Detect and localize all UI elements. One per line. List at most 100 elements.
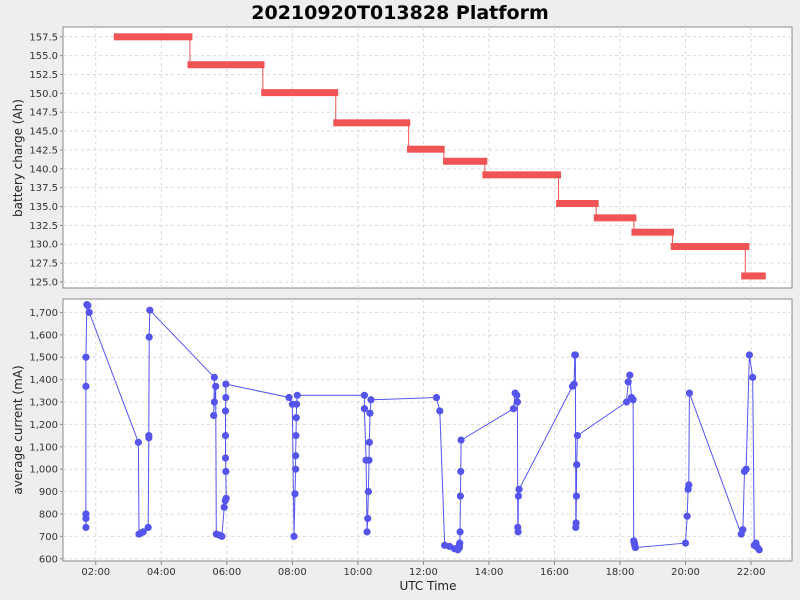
charge-y-tick-label: 137.5 [29,183,58,194]
current-data-point [292,431,300,440]
charge-y-tick-label: 130.0 [29,240,58,251]
current-data-point [210,398,218,406]
current-data-point [629,396,637,404]
time-x-tick-label: 04:00 [147,567,176,578]
charge-step-bar [333,119,411,127]
current-y-tick-label: 1,000 [29,465,58,476]
current-data-point [515,485,523,493]
average-current-plot-area [62,298,793,562]
current-data-point [221,454,230,462]
current-data-point [457,467,465,476]
battery-charge-grid [63,27,792,288]
current-data-point [367,396,375,404]
time-x-tick-label: 16:00 [540,567,569,578]
charge-y-tick-label: 135.0 [29,202,58,213]
charge-step-bar [670,243,750,251]
current-data-point [82,510,90,518]
charge-step-bar [741,272,766,280]
current-data-point [292,452,300,460]
charge-step-bar [593,214,637,222]
current-data-point [210,373,218,381]
current-data-point [291,490,299,498]
current-y-tick-label: 700 [39,532,58,543]
current-data-point [221,407,230,415]
current-data-point [222,467,230,476]
charge-y-tick-label: 132.5 [29,221,58,232]
current-data-point [364,487,372,496]
time-x-tick-label: 02:00 [81,567,110,578]
battery-charge-y-label: battery charge (Ah) [11,99,25,217]
current-data-point [573,431,581,440]
current-data-point [292,465,300,473]
current-data-point [514,528,522,536]
current-data-point [134,438,142,446]
current-data-point [755,546,763,554]
current-data-point [626,371,634,379]
current-data-point [457,436,465,444]
current-data-point [624,378,632,386]
current-data-point [220,503,228,511]
charge-y-tick-label: 147.5 [29,108,58,119]
battery-charge-series [113,33,766,280]
charge-y-tick-label: 150.0 [29,89,58,100]
current-data-point [364,514,372,523]
current-data-point [293,400,301,408]
current-data-point [212,382,220,390]
current-data-point [570,380,578,388]
current-y-tick-label: 1,500 [29,353,58,364]
time-x-tick-label: 18:00 [606,567,635,578]
average-current-y-label: average current (mA) [11,365,25,494]
current-data-point [366,409,374,417]
current-data-point [360,405,369,413]
average-current-series [82,300,763,554]
current-data-point [210,411,218,420]
current-y-tick-label: 1,200 [29,420,58,431]
current-data-point [360,391,369,399]
battery-charge-panel: 125.0 127.5 130.0 132.5 135.0 137.5 140.0 142.5… [11,26,793,289]
charge-y-tick-label: 140.0 [29,164,58,175]
current-data-point [293,391,301,399]
current-data-point [685,389,694,397]
current-y-tick-label: 1,400 [29,375,58,386]
charge-step-bar [556,200,599,208]
time-x-label: UTC Time [400,579,457,593]
current-data-point [82,523,90,532]
current-data-point [631,543,639,552]
time-x-tick-label: 22:00 [737,567,766,578]
current-data-point [432,393,441,402]
current-data-point [513,391,521,399]
current-data-point [221,431,230,440]
chart-title: 20210920T013828 Platform [251,2,549,24]
current-data-point [84,302,92,310]
current-data-point [514,492,523,500]
current-y-tick-label: 1,100 [29,442,58,453]
battery-charge-y-ticks: 125.0 127.5 130.0 132.5 135.0 137.5 140.0 142.5… [29,32,63,288]
time-x-tick-label: 08:00 [278,567,307,578]
time-x-tick-label: 06:00 [212,567,241,578]
current-data-point [218,532,226,540]
current-data-point [363,528,371,536]
current-data-point [742,465,750,473]
charge-y-tick-label: 125.0 [29,277,58,288]
current-data-point [572,519,580,527]
charge-step-bar [482,171,562,179]
current-data-point [145,333,153,341]
charge-step-bar [443,157,488,165]
current-data-point [292,414,300,422]
charge-step-bar [187,61,265,69]
charge-step-bar [631,228,675,236]
charge-y-tick-label: 145.0 [29,127,58,138]
current-data-point [456,528,464,536]
current-data-point [222,393,230,402]
time-x-tick-label: 12:00 [409,567,438,578]
charge-step-bar [407,145,445,153]
current-y-tick-label: 1,600 [29,330,58,341]
current-data-point [749,373,757,381]
current-y-tick-label: 600 [39,554,58,565]
current-data-point [285,393,293,402]
current-data-point [739,526,747,534]
current-data-point [82,353,90,361]
current-data-point [144,523,152,532]
average-current-y-ticks: 600 700 800 900 1,000 1,100 1,200 1,300 1,400 1,5… [29,308,63,565]
